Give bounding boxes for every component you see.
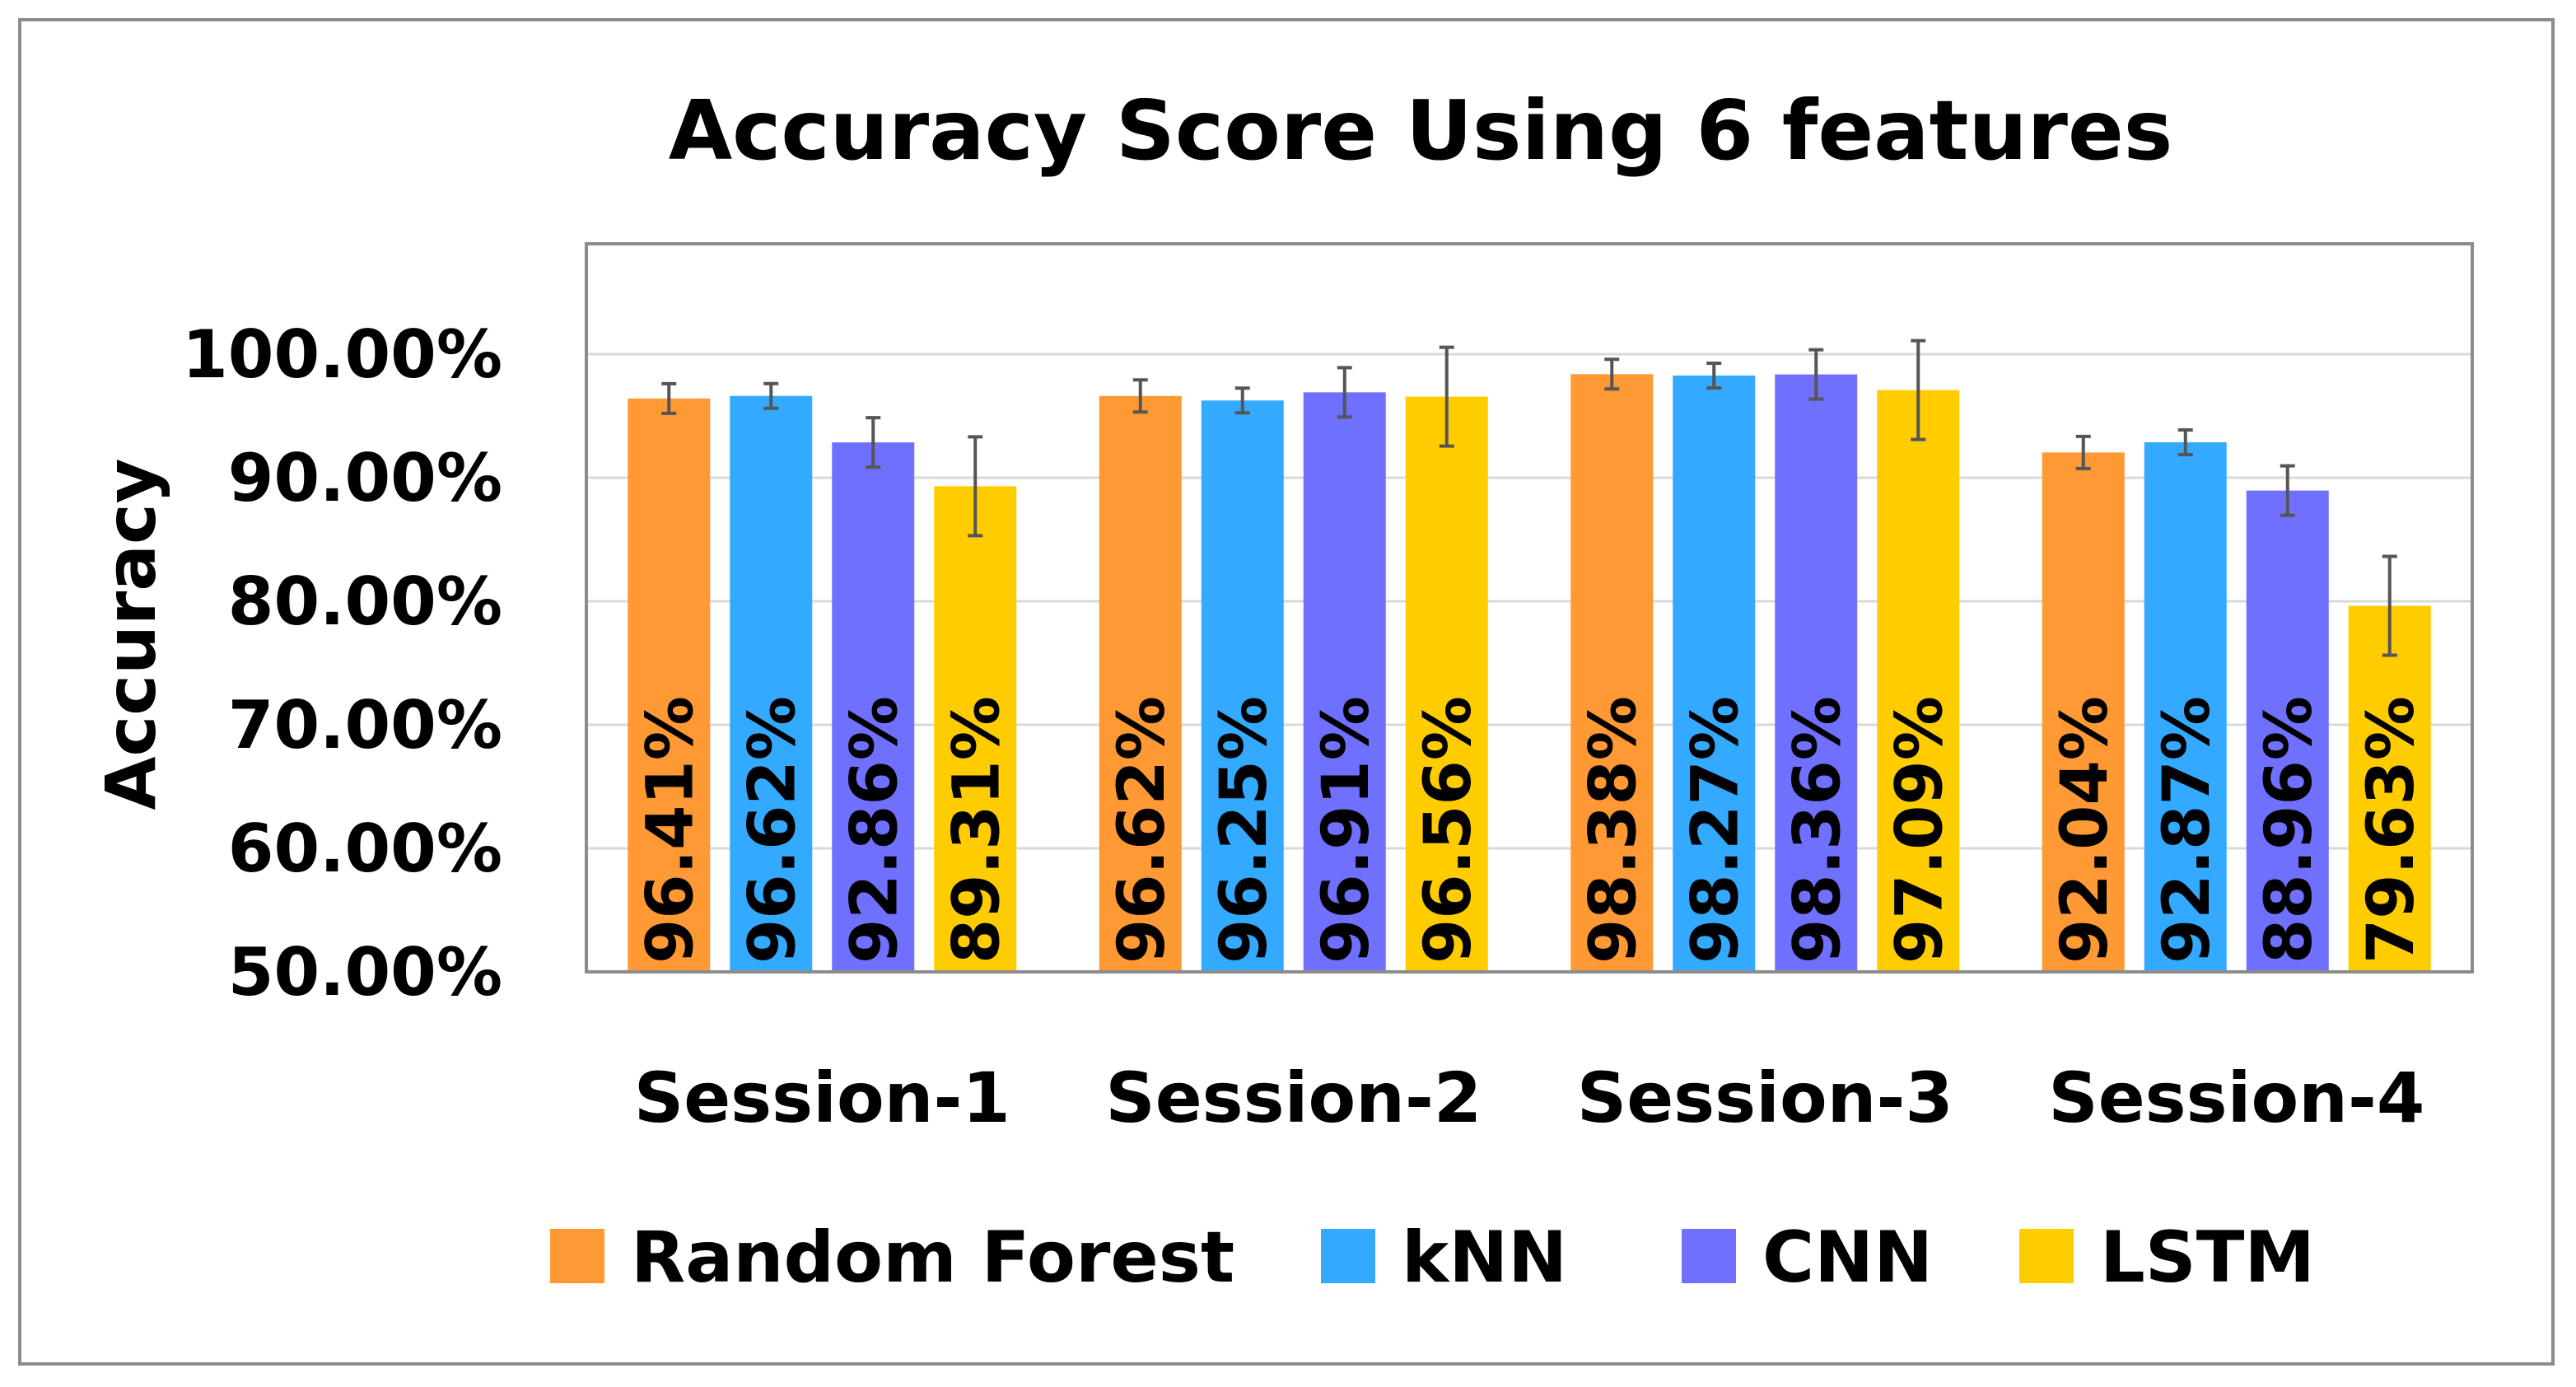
y-axis-label: Accuracy [91, 458, 171, 810]
data-label: 98.38% [1576, 696, 1650, 964]
category-label: Session-4 [2048, 1058, 2424, 1138]
legend-swatch [2019, 1229, 2074, 1283]
bar [2348, 605, 2431, 972]
bar [1570, 374, 1654, 972]
bar [2042, 452, 2125, 972]
bar [1303, 392, 1386, 973]
category-label: Session-1 [634, 1058, 1010, 1138]
data-label: 92.04% [2048, 696, 2122, 964]
y-tick-label: 80.00% [228, 563, 502, 640]
y-tick-label: 60.00% [228, 810, 502, 887]
data-label: 96.91% [1309, 696, 1384, 964]
bar [1877, 390, 1960, 972]
category-label: Session-3 [1577, 1058, 1953, 1138]
data-label: 96.25% [1207, 696, 1281, 964]
legend-swatch [1321, 1229, 1375, 1283]
data-label: 98.27% [1678, 696, 1752, 964]
y-tick-label: 90.00% [228, 440, 502, 516]
data-label: 97.09% [1883, 696, 1957, 964]
data-label: 96.62% [735, 696, 810, 964]
bar [1201, 400, 1284, 972]
x-axis-categories: Session-1 Session-2 Session-3 Session-4 [634, 1058, 2425, 1138]
data-label: 96.41% [633, 696, 707, 964]
y-tick-label: 50.00% [228, 934, 502, 1011]
data-label: 79.63% [2354, 696, 2429, 964]
legend-label: LSTM [2100, 1217, 2315, 1299]
data-label: 88.96% [2252, 696, 2326, 964]
legend-label: CNN [1762, 1217, 1933, 1299]
plot-area-border [585, 242, 2474, 974]
bars [628, 374, 2431, 973]
error-bars [661, 339, 2397, 657]
bar [2246, 490, 2329, 972]
data-label: 96.56% [1412, 696, 1486, 964]
data-label: 92.87% [2150, 696, 2224, 964]
y-tick-label: 100.00% [182, 316, 502, 393]
data-label: 89.31% [940, 696, 1014, 964]
y-axis-ticks: 50.00% 60.00% 70.00% 80.00% 90.00% 100.00% [182, 316, 502, 1011]
data-label: 96.62% [1105, 696, 1179, 964]
bar [832, 442, 915, 972]
chart-title: Accuracy Score Using 6 features [669, 82, 2173, 179]
data-label: 92.86% [838, 696, 912, 964]
bar [1673, 375, 1756, 972]
bar [1775, 374, 1858, 973]
bar [730, 395, 813, 972]
data-labels: 96.41% 96.62% 92.86% 89.31% 96.62% 96.25% 96.9… [633, 696, 2429, 964]
bar [628, 398, 711, 973]
bar [1099, 395, 1182, 972]
legend-label: kNN [1402, 1217, 1567, 1299]
y-tick-label: 70.00% [228, 687, 502, 764]
data-label: 98.36% [1780, 696, 1855, 964]
category-label: Session-2 [1105, 1058, 1482, 1138]
bar [934, 486, 1017, 972]
legend: Random Forest kNN CNN LSTM [550, 1217, 2315, 1299]
bar [2144, 441, 2227, 972]
bar [1405, 396, 1488, 973]
legend-label: Random Forest [631, 1217, 1234, 1299]
legend-swatch [550, 1229, 604, 1283]
legend-swatch [1682, 1229, 1736, 1283]
